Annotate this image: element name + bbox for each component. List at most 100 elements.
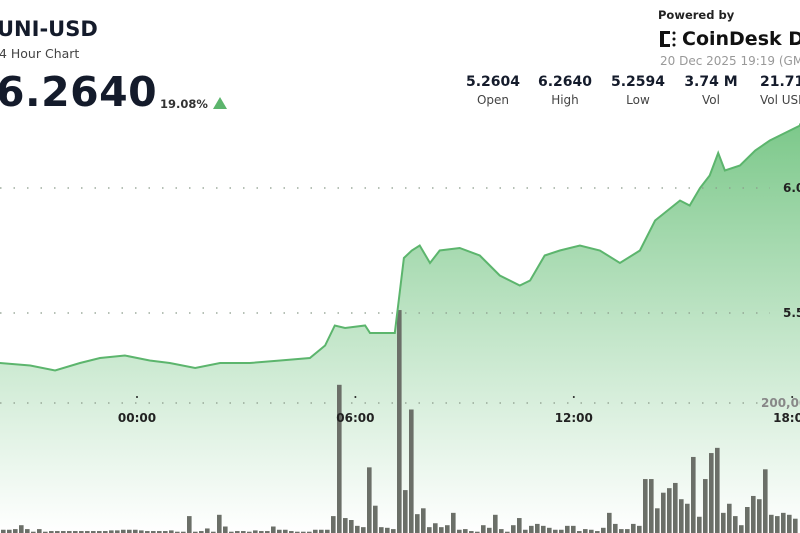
volume-bar [457, 529, 462, 533]
volume-bar [487, 527, 492, 533]
volume-bar [259, 531, 264, 533]
volume-bar [661, 492, 666, 533]
volume-bar [445, 525, 450, 533]
stat-vol: 3.74 M Vol [671, 74, 751, 107]
volume-bar [433, 523, 438, 533]
volume-bar [85, 531, 90, 533]
y-tick-label: 5.50 [783, 306, 800, 320]
volume-bar [559, 529, 564, 533]
volume-bar [649, 479, 654, 533]
volume-bar [19, 525, 24, 533]
volume-bar [337, 384, 342, 533]
volume-bar [97, 531, 102, 533]
volume-bar [361, 527, 366, 533]
x-tick-label: 18:00 [773, 411, 800, 425]
stat-value: 5.2594 [610, 74, 666, 90]
volume-bar [49, 531, 54, 533]
volume-bar [541, 525, 546, 533]
volume-bar [505, 531, 510, 533]
volume-bar [325, 529, 330, 533]
volume-bar [307, 531, 312, 533]
x-tick-mark [136, 396, 138, 398]
volume-bar [289, 531, 294, 533]
volume-bar [451, 512, 456, 533]
stat-value: 3.74 M [684, 74, 738, 90]
coindesk-logo: CoinDesk Data [658, 28, 800, 50]
volume-bar [529, 525, 534, 533]
volume-bar [751, 495, 756, 533]
volume-bar [37, 529, 42, 533]
price-change: 19.08% [160, 97, 208, 111]
volume-bar [535, 523, 540, 533]
volume-bar [91, 531, 96, 533]
volume-bar [571, 525, 576, 533]
volume-bar [103, 531, 108, 533]
stat-high: 6.2640 High [525, 74, 605, 107]
volume-bar [295, 531, 300, 533]
volume-bar [271, 526, 276, 533]
volume-bar [565, 525, 570, 533]
volume-bars [1, 310, 798, 533]
volume-bar [223, 526, 228, 533]
volume-bar [127, 529, 132, 533]
volume-bar [283, 529, 288, 533]
volume-bar [109, 530, 114, 533]
volume-bar [577, 531, 582, 533]
x-tick-mark [354, 396, 357, 398]
volume-bar [589, 529, 594, 533]
volume-bar [241, 531, 246, 533]
volume-bar [133, 529, 138, 533]
volume-bar [691, 456, 696, 533]
volume-bar [175, 531, 180, 533]
volume-bar [193, 531, 198, 533]
volume-bar [403, 490, 408, 533]
volume-bar [763, 469, 768, 533]
volume-bar [613, 523, 618, 533]
volume-bar [199, 531, 204, 533]
stat-vol-usd: 21.71 M Vol USD [760, 74, 800, 107]
volume-bar [205, 528, 210, 533]
x-tick-label: 12:00 [555, 411, 593, 425]
volume-bar [547, 527, 552, 533]
volume-bar [757, 499, 762, 533]
volume-bar [343, 518, 348, 533]
volume-bar [1, 529, 6, 533]
stat-label: Vol USD [760, 93, 800, 107]
x-tick-mark [572, 396, 575, 398]
volume-bar [643, 479, 648, 533]
stat-value: 21.71 M [760, 74, 800, 90]
volume-bar [373, 505, 378, 533]
volume-bar [163, 531, 168, 533]
stat-value: 6.2640 [537, 74, 593, 90]
volume-bar [13, 529, 18, 533]
volume-bar [715, 447, 720, 533]
powered-by: Powered by [658, 8, 735, 22]
volume-bar [157, 531, 162, 533]
volume-bar [379, 527, 384, 533]
current-price: 6.2640 [0, 68, 158, 116]
volume-bar [769, 514, 774, 533]
coindesk-logo-icon [660, 31, 676, 47]
volume-bar [499, 529, 504, 533]
y-tick-label: 6.00 [783, 181, 800, 195]
volume-bar [349, 520, 354, 533]
volume-bar [397, 310, 402, 533]
volume-bar [31, 531, 36, 533]
stat-label: Low [626, 93, 650, 107]
volume-bar [625, 529, 630, 533]
volume-bar [733, 516, 738, 533]
volume-bar [265, 531, 270, 533]
volume-bar [415, 514, 420, 533]
x-axis: 00:00 06:00 12:00 18:00 [118, 396, 800, 425]
volume-bar [655, 508, 660, 533]
volume-bar [787, 514, 792, 533]
volume-bar [367, 467, 372, 533]
volume-bar [667, 488, 672, 533]
volume-bar [301, 531, 306, 533]
volume-bar [523, 529, 528, 533]
volume-bar [619, 529, 624, 533]
volume-bar [61, 531, 66, 533]
volume-bar [493, 514, 498, 533]
x-tick-label: 06:00 [336, 411, 374, 425]
volume-bar [139, 530, 144, 533]
